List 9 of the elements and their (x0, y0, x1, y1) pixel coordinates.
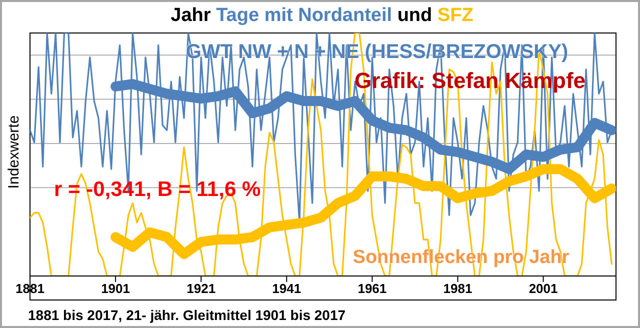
y-axis-title: Indexwerte (6, 115, 22, 189)
x-tick-label: 1921 (186, 281, 216, 296)
x-tick-label: 1941 (272, 281, 302, 296)
x-tick-label: 2001 (528, 281, 558, 296)
text: 1881 bis 2017, 21- jähr. Gleitmittel 1901 bis 2017 (28, 307, 346, 323)
x-tick-label: 1901 (101, 281, 130, 296)
chart-title: Jahr Tage mit Nordanteil und SFZ (170, 5, 474, 26)
x-tick-label: 1981 (443, 281, 472, 296)
x-tick-label: 1961 (358, 281, 387, 296)
